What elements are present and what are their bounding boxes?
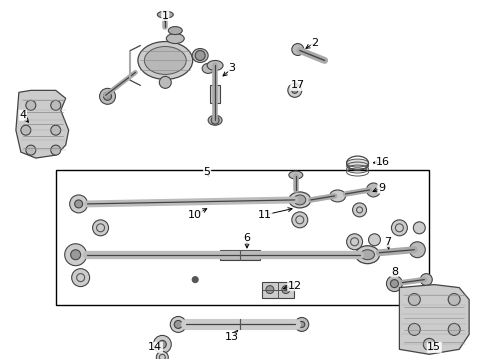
Text: 16: 16 [375, 157, 388, 167]
Bar [262, 282, 293, 298]
Circle shape [423, 338, 434, 350]
Circle shape [368, 234, 380, 246]
Circle shape [26, 145, 36, 155]
Circle shape [291, 212, 307, 228]
Circle shape [447, 323, 459, 336]
Ellipse shape [288, 171, 302, 179]
Circle shape [346, 234, 362, 250]
Text: 7: 7 [383, 237, 390, 247]
Circle shape [447, 293, 459, 306]
Text: 8: 8 [390, 267, 397, 276]
Ellipse shape [202, 63, 214, 73]
Circle shape [420, 274, 431, 285]
Ellipse shape [329, 190, 345, 202]
Circle shape [298, 321, 304, 328]
Circle shape [291, 87, 297, 93]
Circle shape [75, 200, 82, 208]
Text: 4: 4 [19, 110, 26, 120]
Ellipse shape [346, 159, 368, 167]
Ellipse shape [157, 11, 173, 18]
Circle shape [103, 92, 111, 100]
Circle shape [287, 84, 301, 97]
Text: 5: 5 [203, 167, 210, 177]
Ellipse shape [168, 27, 182, 35]
Text: 14: 14 [148, 342, 162, 352]
Circle shape [26, 100, 36, 110]
Circle shape [69, 195, 87, 213]
Circle shape [92, 220, 108, 236]
Circle shape [72, 269, 89, 287]
Text: 6: 6 [243, 233, 250, 243]
Circle shape [281, 285, 289, 293]
Text: 2: 2 [310, 37, 318, 48]
Circle shape [389, 280, 398, 288]
Bar [56, 170, 428, 305]
Circle shape [195, 50, 205, 60]
Text: 1: 1 [162, 11, 168, 21]
Ellipse shape [192, 49, 208, 62]
Circle shape [51, 145, 61, 155]
Text: 12: 12 [287, 280, 301, 291]
Text: 10: 10 [188, 210, 202, 220]
Circle shape [100, 88, 115, 104]
Text: 11: 11 [257, 210, 271, 220]
Circle shape [390, 220, 407, 236]
Polygon shape [16, 90, 68, 158]
Circle shape [407, 323, 420, 336]
Polygon shape [399, 285, 468, 354]
Ellipse shape [360, 250, 374, 260]
Circle shape [412, 222, 425, 234]
Circle shape [408, 242, 425, 258]
Circle shape [158, 340, 166, 348]
Circle shape [21, 125, 31, 135]
Circle shape [71, 250, 81, 260]
Circle shape [407, 293, 420, 306]
Circle shape [294, 318, 308, 332]
Circle shape [386, 276, 402, 292]
Text: 3: 3 [228, 63, 235, 73]
Circle shape [153, 336, 171, 353]
Circle shape [51, 125, 61, 135]
Circle shape [352, 203, 366, 217]
Circle shape [170, 316, 186, 332]
Circle shape [265, 285, 273, 293]
Circle shape [159, 76, 171, 88]
Circle shape [366, 183, 380, 197]
Text: 15: 15 [427, 342, 440, 352]
Bar [220, 250, 260, 260]
Circle shape [174, 320, 182, 328]
Circle shape [156, 351, 168, 360]
Ellipse shape [207, 60, 223, 71]
Ellipse shape [355, 246, 379, 264]
Text: 17: 17 [290, 80, 304, 90]
Ellipse shape [208, 115, 222, 125]
Bar [210, 85, 220, 103]
Circle shape [291, 44, 303, 55]
Ellipse shape [166, 33, 184, 44]
Text: 13: 13 [224, 332, 239, 342]
Ellipse shape [293, 195, 305, 205]
Circle shape [64, 244, 86, 266]
Circle shape [192, 276, 198, 283]
Ellipse shape [138, 41, 192, 80]
Circle shape [51, 100, 61, 110]
Ellipse shape [288, 192, 310, 208]
Circle shape [211, 116, 219, 124]
Ellipse shape [144, 46, 186, 75]
Text: 9: 9 [377, 183, 384, 193]
